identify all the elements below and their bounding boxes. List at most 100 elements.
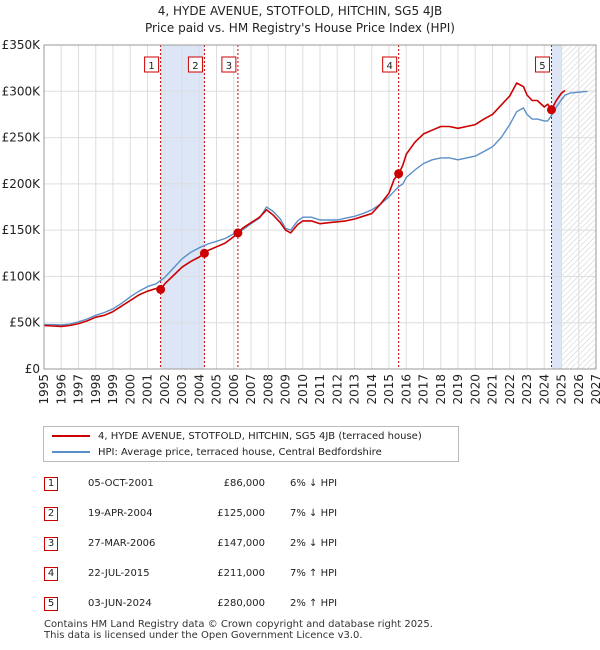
sale-number-badge: 5	[44, 597, 58, 611]
title-line-2: Price paid vs. HM Registry's House Price…	[144, 21, 455, 35]
sale-marker-label: 2	[192, 61, 198, 72]
sale-row: 1 05-OCT-2001 £86,000 6% ↓ HPI	[0, 477, 600, 495]
legend: 4, HYDE AVENUE, STOTFOLD, HITCHIN, SG5 4…	[43, 426, 459, 462]
sale-marker-box	[144, 56, 160, 73]
sale-hpi-diff: 7% ↓ HPI	[290, 508, 338, 519]
y-tick-label: £200K	[2, 177, 42, 191]
x-tick-label: 2011	[313, 374, 327, 405]
legend-label-property: 4, HYDE AVENUE, STOTFOLD, HITCHIN, SG5 4…	[98, 431, 422, 442]
x-tick-label: 2017	[417, 374, 431, 405]
x-tick-label: 2027	[589, 374, 600, 405]
sale-point	[156, 284, 166, 294]
footer-line-2: This data is licensed under the Open Gov…	[44, 630, 363, 641]
x-tick-label: 2025	[555, 374, 569, 405]
x-tick-label: 2015	[382, 374, 396, 405]
sale-point	[233, 228, 243, 238]
sale-row: 5 03-JUN-2024 £280,000 2% ↑ HPI	[0, 597, 600, 615]
title-line-1: 4, HYDE AVENUE, STOTFOLD, HITCHIN, SG5 4…	[157, 4, 443, 18]
x-tick-label: 2016	[399, 374, 413, 405]
x-tick-label: 1996	[54, 374, 68, 405]
x-tick-label: 2023	[520, 374, 534, 405]
x-tick-label: 1997	[72, 374, 86, 405]
sale-row: 4 22-JUL-2015 £211,000 7% ↑ HPI	[0, 567, 600, 585]
y-tick-label: £50K	[9, 316, 41, 330]
sale-number-badge: 3	[44, 537, 58, 551]
plot-border	[43, 44, 597, 370]
x-tick-label: 2022	[503, 374, 517, 405]
x-tick-label: 2000	[123, 374, 137, 405]
y-tick-label: £0	[25, 362, 40, 376]
x-tick-label: 2021	[486, 374, 500, 405]
sale-hpi-diff: 6% ↓ HPI	[290, 478, 338, 489]
sale-price: £147,000	[217, 538, 265, 549]
x-tick-label: 2012	[330, 374, 344, 405]
x-tick-label: 2009	[279, 374, 293, 405]
x-tick-label: 2005	[210, 374, 224, 405]
sale-hpi-diff: 2% ↓ HPI	[290, 538, 338, 549]
sale-marker-box	[221, 56, 237, 73]
shaded-period	[160, 45, 205, 369]
x-tick-label: 2019	[451, 374, 465, 405]
sale-number-badge: 1	[44, 477, 58, 491]
sale-price: £125,000	[217, 508, 265, 519]
sale-date: 22-JUL-2015	[88, 568, 150, 579]
x-tick-label: 2013	[348, 374, 362, 405]
sale-point	[546, 105, 556, 115]
y-tick-label: £250K	[2, 131, 42, 145]
x-tick-label: 2006	[227, 374, 241, 405]
sale-date: 05-OCT-2001	[88, 478, 154, 489]
sale-row: 3 27-MAR-2006 £147,000 2% ↓ HPI	[0, 537, 600, 555]
sale-marker-box	[534, 56, 550, 73]
shaded-period	[551, 45, 562, 369]
sale-marker-label: 3	[226, 61, 232, 72]
footer-line-1: Contains HM Land Registry data © Crown c…	[44, 619, 433, 630]
y-tick-label: £300K	[2, 84, 42, 98]
sale-price: £86,000	[223, 478, 265, 489]
sale-number-badge: 4	[44, 567, 58, 581]
x-tick-label: 2020	[468, 374, 482, 405]
sale-number-badge: 2	[44, 507, 58, 521]
y-tick-label: £100K	[2, 269, 42, 283]
sale-row: 2 19-APR-2004 £125,000 7% ↓ HPI	[0, 507, 600, 525]
sale-point	[394, 169, 404, 179]
chart-title: 4, HYDE AVENUE, STOTFOLD, HITCHIN, SG5 4…	[0, 3, 600, 37]
sale-date: 27-MAR-2006	[88, 538, 156, 549]
x-tick-label: 2003	[175, 374, 189, 405]
x-tick-label: 2018	[434, 374, 448, 405]
sale-date: 03-JUN-2024	[88, 598, 152, 609]
x-tick-label: 2002	[158, 374, 172, 405]
legend-item-property: 4, HYDE AVENUE, STOTFOLD, HITCHIN, SG5 4…	[52, 429, 422, 445]
sale-date: 19-APR-2004	[88, 508, 153, 519]
x-tick-label: 2026	[572, 374, 586, 405]
x-tick-label: 2007	[244, 374, 258, 405]
y-tick-label: £350K	[2, 38, 42, 52]
x-tick-label: 2024	[537, 374, 551, 405]
sale-marker-label: 1	[148, 61, 154, 72]
x-tick-label: 2014	[365, 374, 379, 405]
legend-item-hpi: HPI: Average price, terraced house, Cent…	[52, 445, 382, 461]
x-tick-label: 2010	[296, 374, 310, 405]
sale-marker-box	[382, 56, 398, 73]
sale-marker-label: 5	[539, 61, 545, 72]
x-tick-label: 1998	[89, 374, 103, 405]
sale-hpi-diff: 2% ↑ HPI	[290, 598, 338, 609]
sale-marker-label: 4	[386, 61, 392, 72]
hpi-line	[44, 90, 588, 326]
sale-price: £211,000	[217, 568, 265, 579]
y-tick-label: £150K	[2, 223, 42, 237]
x-tick-label: 2004	[192, 374, 206, 405]
legend-label-hpi: HPI: Average price, terraced house, Cent…	[98, 447, 382, 458]
sale-marker-box	[187, 56, 203, 73]
x-tick-label: 1995	[37, 374, 51, 405]
legend-swatch-property	[52, 435, 90, 437]
sale-point	[199, 248, 209, 258]
footer: Contains HM Land Registry data © Crown c…	[44, 619, 433, 641]
property-price-line	[43, 82, 566, 328]
price-chart: £0 £50K £100K £150K £200K £250K £300K £350K 1995…	[2, 38, 600, 405]
sale-price: £280,000	[217, 598, 265, 609]
x-tick-label: 1999	[106, 374, 120, 405]
x-tick-label: 2001	[141, 374, 155, 405]
legend-swatch-hpi	[52, 451, 90, 453]
x-tick-label: 2008	[261, 374, 275, 405]
sale-hpi-diff: 7% ↑ HPI	[290, 568, 338, 579]
